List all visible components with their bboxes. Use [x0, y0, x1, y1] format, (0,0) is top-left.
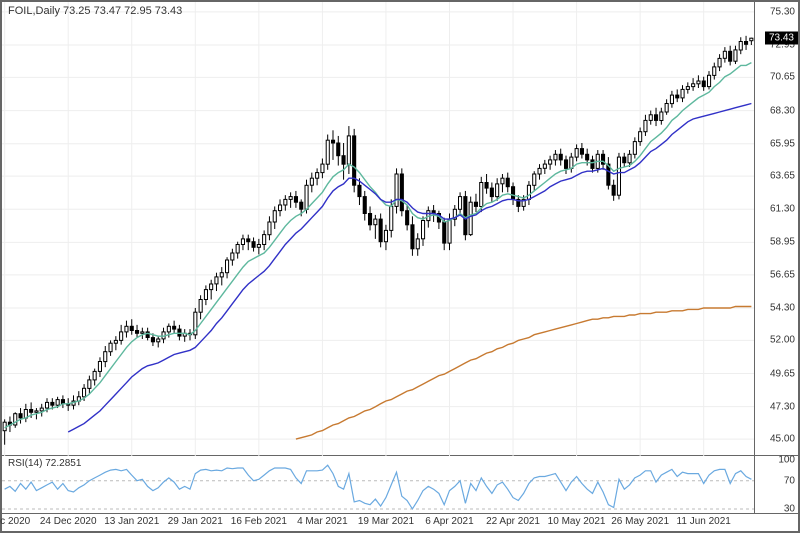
xaxis-tick: 16 Feb 2021 — [231, 516, 287, 527]
xaxis-tick: 10 May 2021 — [548, 516, 606, 527]
rsi-panel[interactable]: RSI(14) 72.2851 30 70 100 — [2, 456, 798, 514]
xaxis-tick: 4 Mar 2021 — [297, 516, 348, 527]
chart-container: FOIL,Daily 73.25 73.47 72.95 73.43 73.43… — [0, 0, 800, 533]
price-svg — [2, 2, 754, 456]
last-price-tag: 73.43 — [765, 32, 798, 45]
xaxis-tick: 24 Dec 2020 — [40, 516, 97, 527]
rsi-plot-area[interactable] — [2, 456, 754, 513]
price-ytick: 54.30 — [770, 302, 795, 313]
xaxis-tick: 22 Apr 2021 — [486, 516, 540, 527]
price-ytick: 52.00 — [770, 335, 795, 346]
price-ytick: 61.30 — [770, 204, 795, 215]
xaxis-tick: 29 Jan 2021 — [168, 516, 223, 527]
price-plot-area[interactable] — [2, 2, 754, 455]
xaxis-tick: 6 Apr 2021 — [425, 516, 473, 527]
rsi-svg — [2, 456, 754, 516]
xaxis-tick: 11 Jun 2021 — [677, 516, 731, 527]
price-ytick: 63.65 — [770, 171, 795, 182]
price-ytick: 70.65 — [770, 72, 795, 83]
price-yaxis: 73.43 45.00 47.30 49.65 52.00 54.30 56.65 58.9… — [754, 2, 798, 455]
symbol-title: FOIL,Daily 73.25 73.47 72.95 73.43 — [8, 5, 182, 17]
price-ytick: 68.30 — [770, 105, 795, 116]
main-price-panel[interactable]: FOIL,Daily 73.25 73.47 72.95 73.43 73.43… — [2, 2, 798, 456]
rsi-ytick: 70 — [784, 475, 795, 486]
rsi-ytick: 30 — [784, 503, 795, 514]
price-ytick: 56.65 — [770, 269, 795, 280]
price-ytick: 47.30 — [770, 401, 795, 412]
xaxis-tick: 13 Jan 2021 — [104, 516, 159, 527]
price-ytick: 75.30 — [770, 6, 795, 17]
rsi-yaxis: 30 70 100 — [754, 456, 798, 513]
price-ytick: 65.95 — [770, 138, 795, 149]
xaxis-tick: 19 Mar 2021 — [358, 516, 414, 527]
xaxis-tick: 26 May 2021 — [611, 516, 669, 527]
x-axis: 8 Dec 2020 24 Dec 2020 13 Jan 2021 29 Jan 2… — [2, 514, 798, 531]
price-ytick: 45.00 — [770, 434, 795, 445]
rsi-title: RSI(14) 72.2851 — [8, 458, 81, 469]
xaxis-tick: 8 Dec 2020 — [0, 516, 30, 527]
price-ytick: 49.65 — [770, 368, 795, 379]
rsi-ytick: 100 — [778, 454, 795, 465]
price-ytick: 58.95 — [770, 237, 795, 248]
